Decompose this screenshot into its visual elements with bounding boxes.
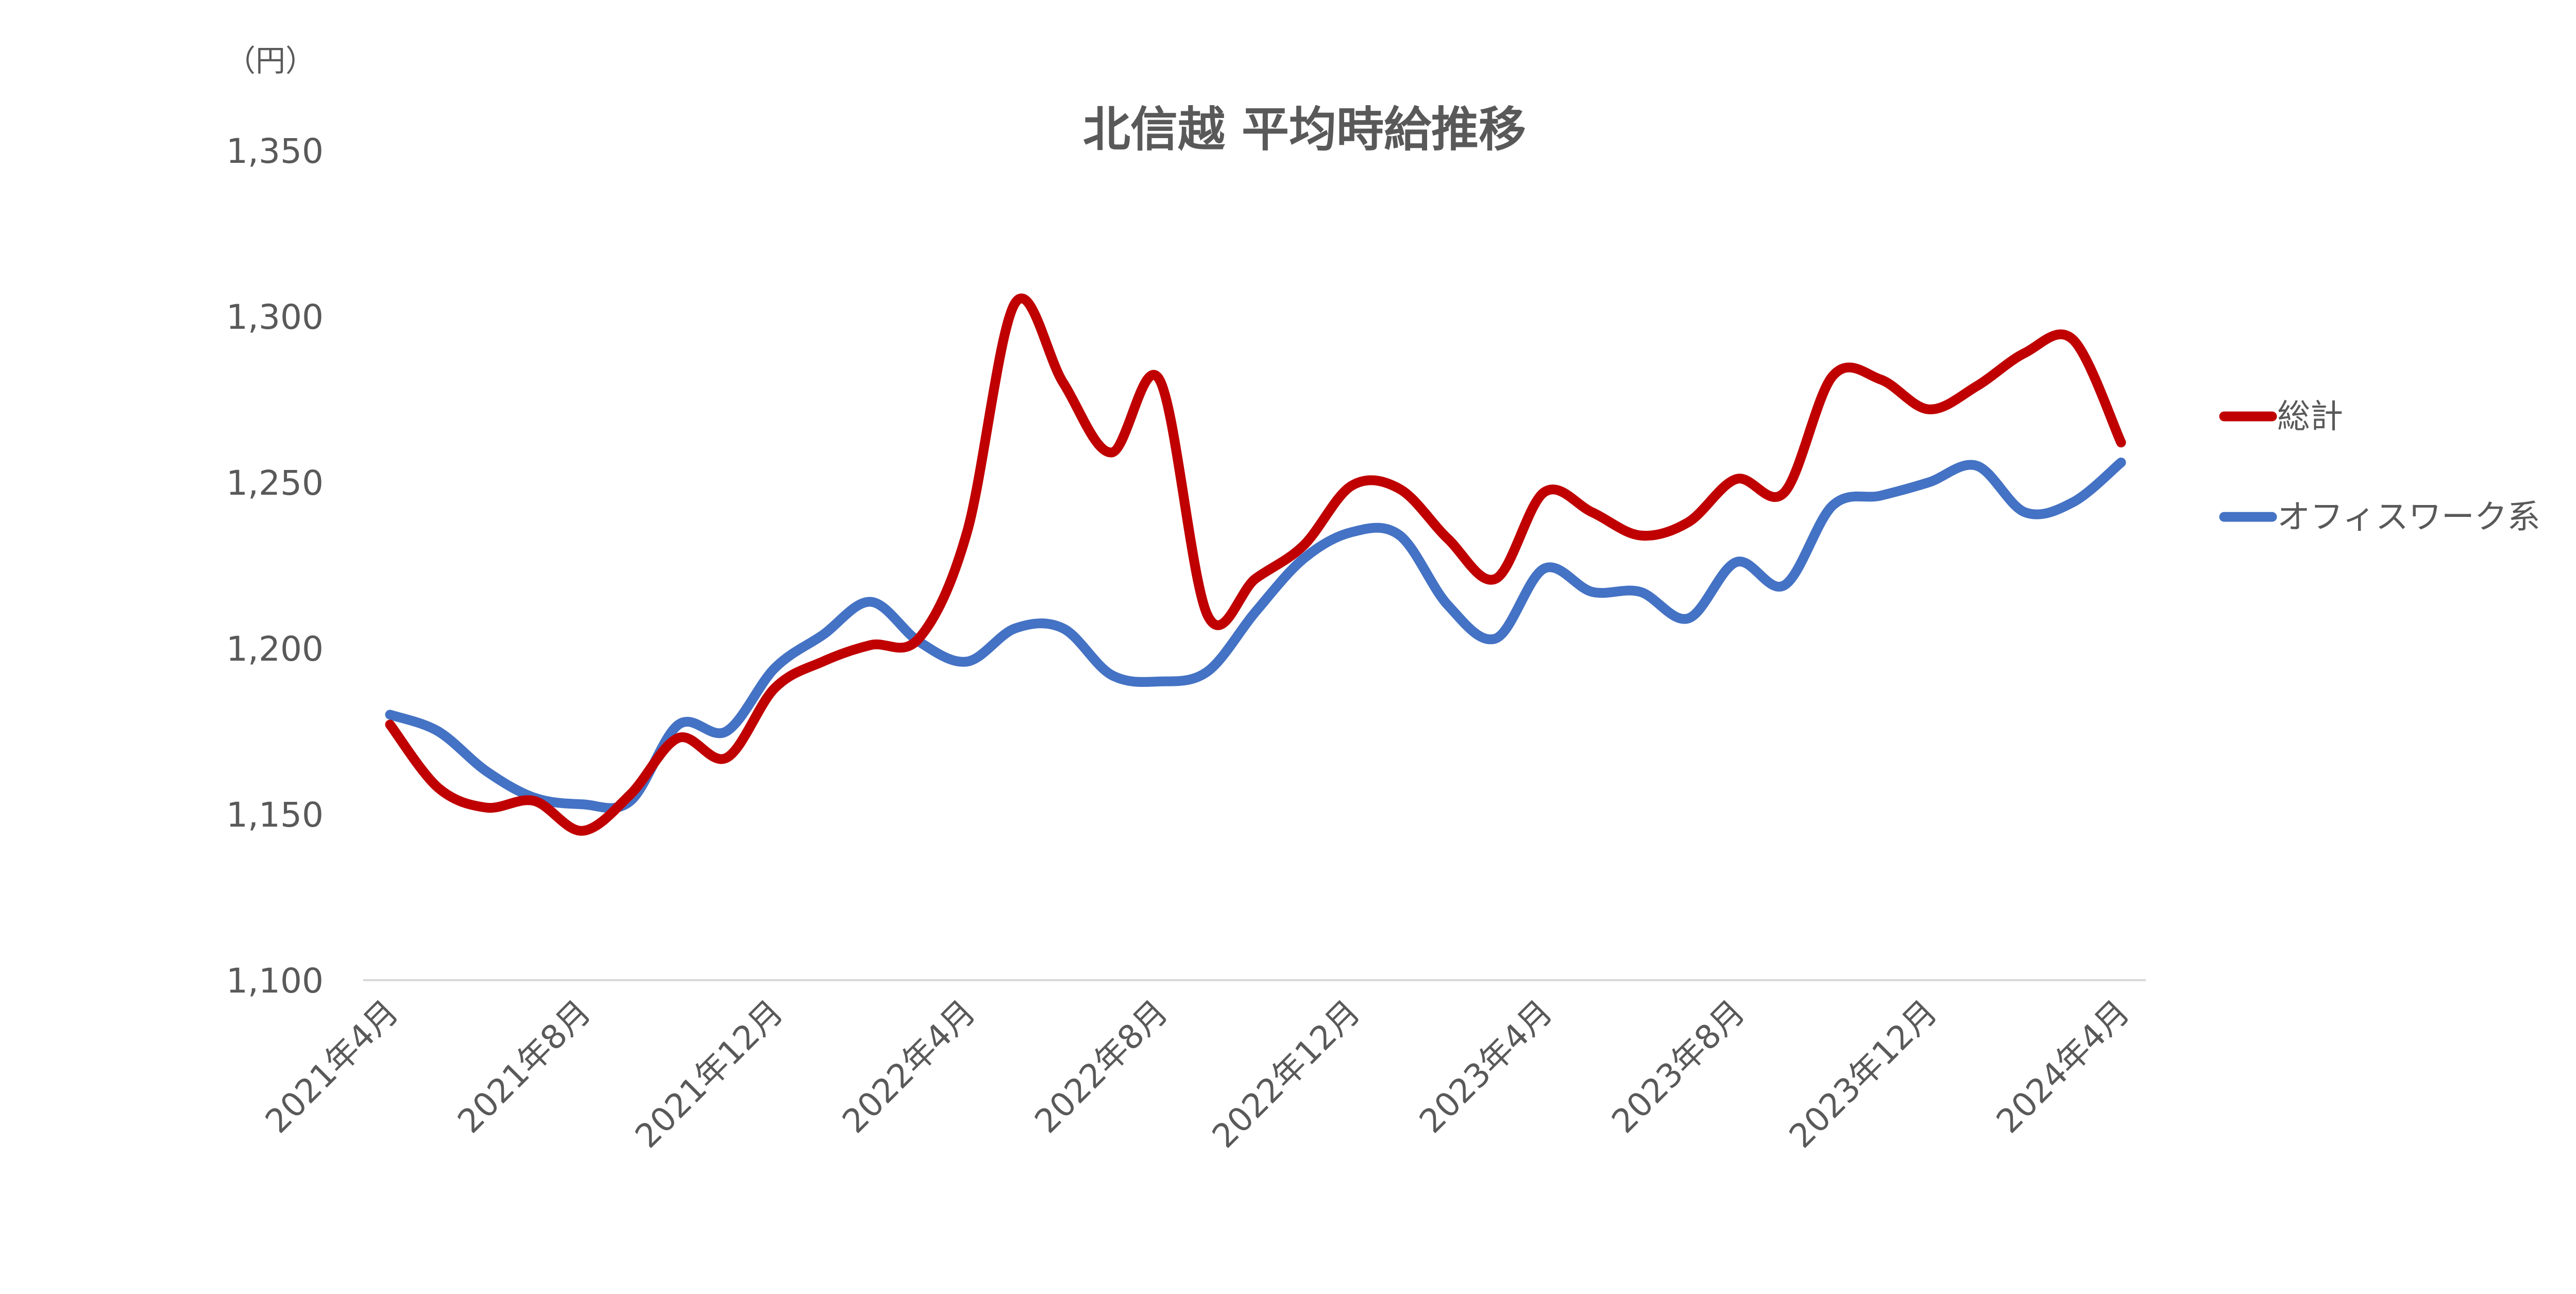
- y-axis-ticks: 1,100 1,150 1,200 1,250 1,300 1,350: [226, 131, 324, 1001]
- y-axis-unit: （円）: [226, 43, 315, 78]
- x-tick-label: 2022年12月: [1205, 993, 1368, 1156]
- x-tick-label: 2021年4月: [259, 993, 406, 1141]
- y-tick-label: 1,350: [226, 131, 324, 171]
- x-tick-label: 2023年8月: [1605, 993, 1753, 1141]
- x-tick-label: 2022年4月: [836, 993, 984, 1141]
- x-tick-label: 2023年12月: [1782, 993, 1945, 1156]
- legend-label: 総計: [2277, 398, 2343, 436]
- y-tick-label: 1,200: [226, 629, 324, 669]
- x-tick-label: 2022年8月: [1028, 993, 1176, 1141]
- y-tick-label: 1,100: [226, 961, 324, 1001]
- y-tick-label: 1,150: [226, 795, 324, 835]
- series-lines: [385, 293, 2126, 836]
- legend-label: オフィスワーク系: [2277, 498, 2540, 536]
- series-line-0: [385, 293, 2126, 836]
- x-tick-label: 2023年4月: [1413, 993, 1561, 1141]
- series-line-1: [385, 457, 2126, 813]
- x-tick-label: 2021年12月: [628, 993, 791, 1156]
- x-axis-ticks: 2021年4月 2021年8月 2021年12月 2022年4月 2022年8月 2022…: [259, 993, 2138, 1156]
- chart-title: 北信越 平均時給推移: [1083, 102, 1526, 157]
- y-tick-label: 1,300: [226, 297, 324, 337]
- x-tick-label: 2024年4月: [1990, 993, 2138, 1141]
- y-tick-label: 1,250: [226, 463, 324, 503]
- x-tick-label: 2021年8月: [451, 993, 599, 1141]
